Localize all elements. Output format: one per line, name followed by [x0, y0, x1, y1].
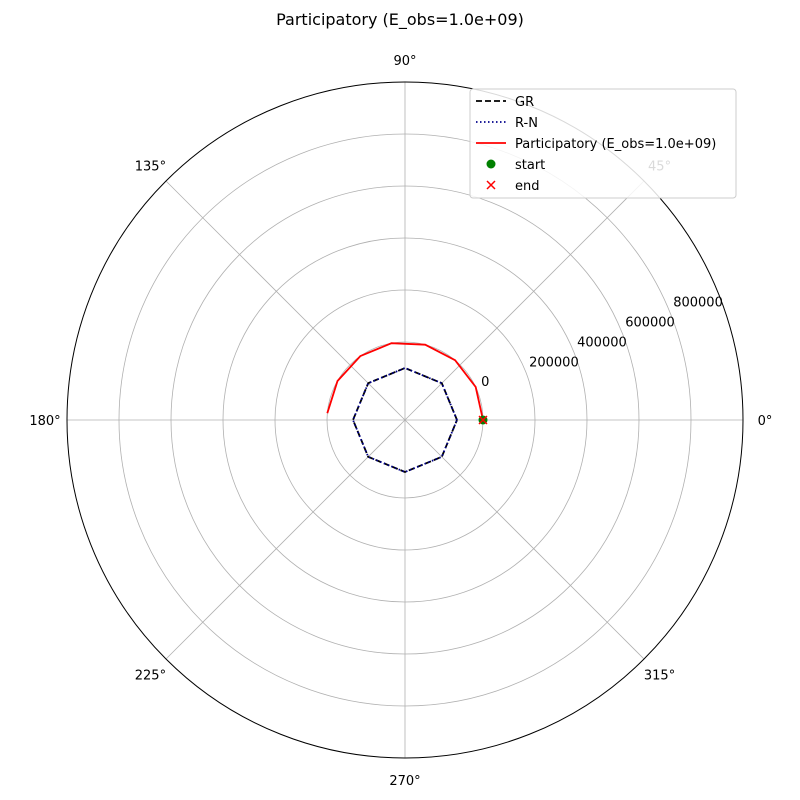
- angle-tick-label: 225°: [135, 669, 166, 684]
- chart-title: Participatory (E_obs=1.0e+09): [276, 10, 524, 29]
- radial-tick-label: 800000: [673, 296, 723, 311]
- radial-tick-label: 200000: [529, 355, 579, 370]
- radial-gridline-400000: [222, 237, 588, 603]
- radial-tick-label: 400000: [577, 335, 627, 350]
- angle-tick-label: 180°: [29, 414, 60, 429]
- angle-tick-label: 315°: [644, 669, 675, 684]
- angle-tick-label: 0°: [758, 414, 773, 429]
- angle-gridline-45: [404, 180, 645, 421]
- legend-swatch-end: [486, 180, 496, 190]
- legend-label: Participatory (E_obs=1.0e+09): [515, 137, 716, 152]
- series-line-1: [352, 367, 458, 473]
- radial-tick-label: 600000: [625, 315, 675, 330]
- radial-tick-label: 0: [481, 375, 489, 390]
- polar-spine: [66, 81, 744, 759]
- radial-gridline-800000: [118, 133, 692, 707]
- legend-swatch-start: [486, 159, 496, 169]
- series-layer: [326, 342, 484, 473]
- end-marker: [478, 415, 488, 425]
- angle-tick-label: 90°: [393, 54, 416, 69]
- legend-label: end: [515, 179, 540, 194]
- legend-box: [469, 88, 737, 199]
- legend-label: start: [515, 158, 545, 173]
- angle-tick-label: 270°: [389, 774, 420, 789]
- series-line-2: [326, 342, 484, 421]
- angle-gridline-135: [165, 180, 406, 421]
- angle-gridline-315: [404, 419, 645, 660]
- angle-tick-label: 135°: [135, 159, 166, 174]
- legend: GR R-N Participatory (E_obs=1.0e+09)start e…: [469, 88, 737, 199]
- radial-gridline-200000: [274, 289, 536, 551]
- legend-label: R-N: [515, 116, 538, 131]
- legend-label: GR: [515, 95, 534, 110]
- radial-gridline-600000: [170, 185, 640, 655]
- marker-layer: [478, 415, 488, 425]
- angle-gridline-225: [165, 419, 406, 660]
